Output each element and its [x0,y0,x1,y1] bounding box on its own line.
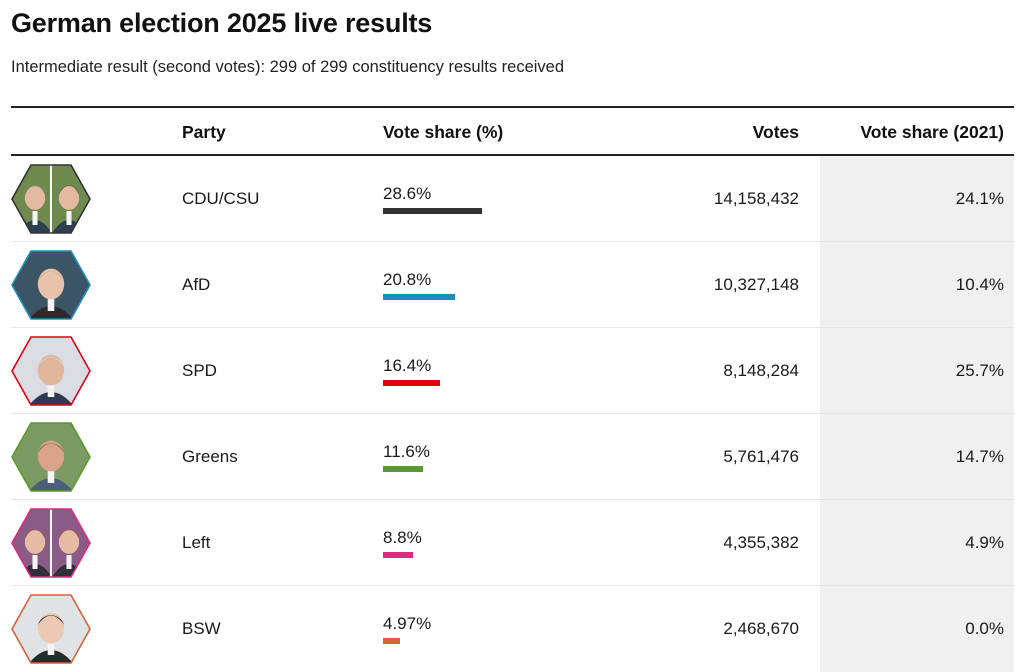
header-party: Party [182,122,226,142]
table-row: SPD 16.4% 8,148,284 25.7% [11,328,1014,414]
bsw-candidate-portrait [11,594,91,664]
vote-share-2021: 14.7% [955,447,1004,466]
page-title: German election 2025 live results [11,8,433,38]
table-header: Party Vote share (%) Votes Vote share (2… [11,108,1014,156]
page-subtitle: Intermediate result (second votes): 299 … [11,58,565,76]
vote-share-bar [383,208,482,214]
vote-share-bar [383,638,401,644]
vote-share-bar [383,380,440,386]
vote-share-label: 8.8% [383,528,422,547]
votes-count: 14,158,432 [713,189,799,208]
party-name: CDU/CSU [182,189,260,208]
table-row: Greens 11.6% 5,761,476 14.7% [11,414,1014,500]
vote-share-2021: 0.0% [965,619,1004,638]
vote-share-2021: 4.9% [965,533,1004,552]
party-name: AfD [182,275,211,294]
vote-share-bar [383,466,423,472]
table-row: AfD 20.8% 10,327,148 10.4% [11,242,1014,328]
votes-count: 8,148,284 [723,361,799,380]
vote-share-label: 4.97% [383,614,432,633]
greens-candidate-portrait [11,422,91,492]
party-name: Greens [182,447,238,466]
header-vote-share-2021: Vote share (2021) [860,122,1004,142]
vote-share-2021: 10.4% [955,275,1004,294]
table-top-rule [11,106,1014,108]
party-name: BSW [182,619,221,638]
vote-share-2021: 25.7% [955,361,1004,380]
votes-count: 2,468,670 [723,619,799,638]
header-votes: Votes [752,122,799,142]
vote-share-bar [383,552,414,558]
vote-share-2021: 24.1% [955,189,1004,208]
header-vote-share: Vote share (%) [383,122,504,142]
vote-share-bar [383,294,455,300]
left-candidates-portrait [11,508,91,578]
previous-share-column-background [820,156,1014,672]
party-name: SPD [182,361,217,380]
vote-share-label: 28.6% [383,184,432,203]
table-row: BSW 4.97% 2,468,670 0.0% [11,586,1014,672]
table-row: CDU/CSU 28.6% 14,158,432 24.1% [11,156,1014,242]
cdu-csu-candidates-portrait [11,164,91,234]
table-row: Left 8.8% 4,355,382 4.9% [11,500,1014,586]
votes-count: 4,355,382 [723,533,799,552]
vote-share-label: 11.6% [383,442,430,461]
votes-count: 10,327,148 [713,275,799,294]
votes-count: 5,761,476 [723,447,799,466]
table-header-rule [11,154,1014,156]
afd-candidate-portrait [11,250,91,320]
spd-candidate-portrait [11,336,91,406]
party-name: Left [182,533,211,552]
vote-share-label: 20.8% [383,270,432,289]
vote-share-label: 16.4% [383,356,432,375]
